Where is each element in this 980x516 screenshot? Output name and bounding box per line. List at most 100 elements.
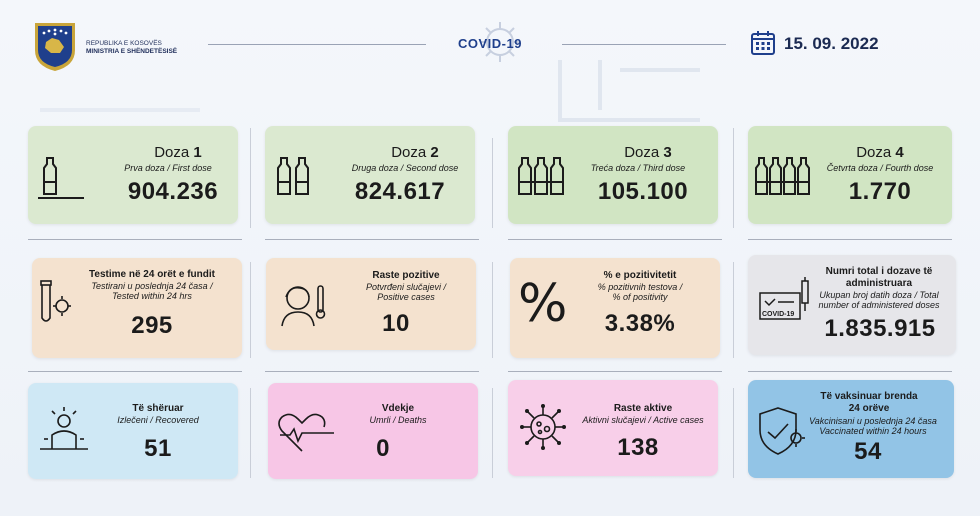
dose-1-value: 904.236 xyxy=(127,178,219,205)
positivity-value: 3.38% xyxy=(604,310,676,337)
percent-icon: % xyxy=(518,274,568,334)
dose-3-title: Doza 3 xyxy=(588,144,708,161)
positive-cases-subtitle-2: Positive cases xyxy=(377,292,435,302)
org-line-1: REPUBLIKA E KOSOVËS xyxy=(86,40,162,47)
dose-3-value: 105.100 xyxy=(597,178,689,205)
total-doses-subtitle-1: Ukupan broj datih doza / Total xyxy=(819,290,939,300)
row-underline xyxy=(28,239,242,240)
column-separator xyxy=(492,138,493,228)
recovered-value: 51 xyxy=(144,435,172,462)
deaths-card: Vdekje Umrli / Deaths 0 xyxy=(268,383,478,479)
certificate-icon: COVID-19 xyxy=(759,277,809,320)
deaths-title: Vdekje xyxy=(381,403,415,414)
total-doses-card: COVID-19 Numri total i dozave të adminis… xyxy=(748,255,956,355)
total-doses-title-2: administruara xyxy=(845,278,913,289)
shield-virus-icon xyxy=(759,407,805,455)
deaths-subtitle: Umrli / Deaths xyxy=(369,415,427,425)
certificate-label: COVID-19 xyxy=(762,311,794,318)
dose-label: Doza xyxy=(856,144,892,161)
vaccinated-title-1: Të vaksinuar brenda xyxy=(820,391,918,402)
active-cases-value: 138 xyxy=(617,434,659,461)
sick-person-icon xyxy=(281,285,326,327)
column-separator xyxy=(733,388,734,478)
tests-title: Testime në 24 orët e fundit xyxy=(89,269,215,280)
header-divider-left xyxy=(208,44,426,45)
dose-number: 1 xyxy=(193,144,202,161)
tests-card: Testime në 24 orët e fundit Testirani u … xyxy=(32,258,242,358)
vial-icon xyxy=(277,157,309,195)
dose-number: 3 xyxy=(663,144,672,161)
dose-1-card: Doza 1 Prva doza / First dose 904.236 xyxy=(28,126,238,224)
tests-subtitle-1: Testirani u poslednja 24 časa / xyxy=(91,281,213,291)
active-cases-card: Raste aktive Aktivni slučajevi / Active … xyxy=(508,380,718,476)
recovered-person-icon xyxy=(40,407,88,450)
test-tube-icon xyxy=(40,280,71,322)
dose-1-subtitle: Prva doza / First dose xyxy=(124,163,212,173)
vaccinated-subtitle-1: Vakcinisani u poslednja 24 časa xyxy=(809,416,937,426)
virus-icon xyxy=(480,22,520,62)
column-separator xyxy=(250,388,251,478)
vaccinated-card: Të vaksinuar brenda 24 orëve Vakcinisani… xyxy=(748,380,954,478)
vaccinated-title-2: 24 orëve xyxy=(848,403,890,414)
vaccinated-subtitle-2: Vaccinated within 24 hours xyxy=(819,426,927,436)
column-separator xyxy=(250,262,251,358)
calendar-icon xyxy=(751,31,775,55)
dose-3-subtitle: Treća doza / Third dose xyxy=(590,163,686,173)
header: REPUBLIKA E KOSOVËS MINISTRIA E SHËNDETË… xyxy=(0,0,980,80)
positivity-card: % % e pozitivitetit % pozitivnih testova… xyxy=(510,258,720,358)
heartbeat-icon xyxy=(278,413,334,452)
vial-icon xyxy=(755,157,810,195)
report-date: 15. 09. 2022 xyxy=(784,34,879,53)
row-underline xyxy=(28,371,242,372)
total-doses-value: 1.835.915 xyxy=(824,315,936,342)
row-underline xyxy=(265,371,479,372)
positivity-title: % e pozitivitetit xyxy=(603,270,677,281)
active-cases-subtitle: Aktivni slučajevi / Active cases xyxy=(582,415,704,425)
column-separator xyxy=(733,262,734,358)
column-separator xyxy=(733,128,734,228)
dose-4-subtitle: Četvrta doza / Fourth dose xyxy=(826,163,934,173)
recovered-title: Të shëruar xyxy=(132,403,184,414)
dose-2-title: Doza 2 xyxy=(355,144,475,161)
dose-label: Doza xyxy=(391,144,427,161)
vial-icon xyxy=(518,157,564,195)
dose-3-card: Doza 3 Treća doza / Third dose 105.100 xyxy=(508,126,718,224)
dose-number: 4 xyxy=(895,144,904,161)
page-topic: COVID-19 xyxy=(458,36,522,51)
recovered-subtitle: Izlečeni / Recovered xyxy=(117,415,199,425)
tests-value: 295 xyxy=(131,312,173,339)
total-doses-subtitle-2: number of administered doses xyxy=(818,300,940,310)
row-underline xyxy=(508,239,722,240)
recovered-card: Të shëruar Izlečeni / Recovered 51 xyxy=(28,383,238,479)
active-cases-title: Raste aktive xyxy=(613,403,673,414)
dose-4-value: 1.770 xyxy=(848,178,912,205)
column-separator xyxy=(492,262,493,358)
row-underline xyxy=(508,371,722,372)
dose-4-card: Doza 4 Četvrta doza / Fourth dose 1.770 xyxy=(748,126,952,224)
positive-cases-value: 10 xyxy=(382,310,410,337)
dose-2-subtitle: Druga doza / Second dose xyxy=(351,163,459,173)
positivity-subtitle-1: % pozitivnih testova / xyxy=(597,282,683,292)
virus-icon xyxy=(520,404,566,450)
coat-of-arms-logo xyxy=(35,23,75,71)
row-underline xyxy=(748,371,952,372)
positivity-subtitle-2: % of positivity xyxy=(612,292,668,302)
column-separator xyxy=(250,128,251,228)
dose-1-title: Doza 1 xyxy=(118,144,238,161)
tests-subtitle-2: Tested within 24 hrs xyxy=(112,291,192,301)
deaths-value: 0 xyxy=(376,435,390,462)
positive-cases-title: Raste pozitive xyxy=(372,270,440,281)
dose-number: 2 xyxy=(430,144,439,161)
row-underline xyxy=(748,239,952,240)
dose-4-title: Doza 4 xyxy=(820,144,940,161)
organization-name: REPUBLIKA E KOSOVËS MINISTRIA E SHËNDETË… xyxy=(86,40,177,56)
total-doses-title-1: Numri total i dozave të xyxy=(825,266,933,277)
vaccinated-value: 54 xyxy=(854,438,882,465)
vial-icon xyxy=(38,157,84,199)
row-underline xyxy=(265,239,479,240)
dose-label: Doza xyxy=(624,144,660,161)
dose-2-value: 824.617 xyxy=(354,178,446,205)
dose-2-card: Doza 2 Druga doza / Second dose 824.617 xyxy=(265,126,475,224)
dose-label: Doza xyxy=(154,144,190,161)
header-divider-right xyxy=(562,44,726,45)
